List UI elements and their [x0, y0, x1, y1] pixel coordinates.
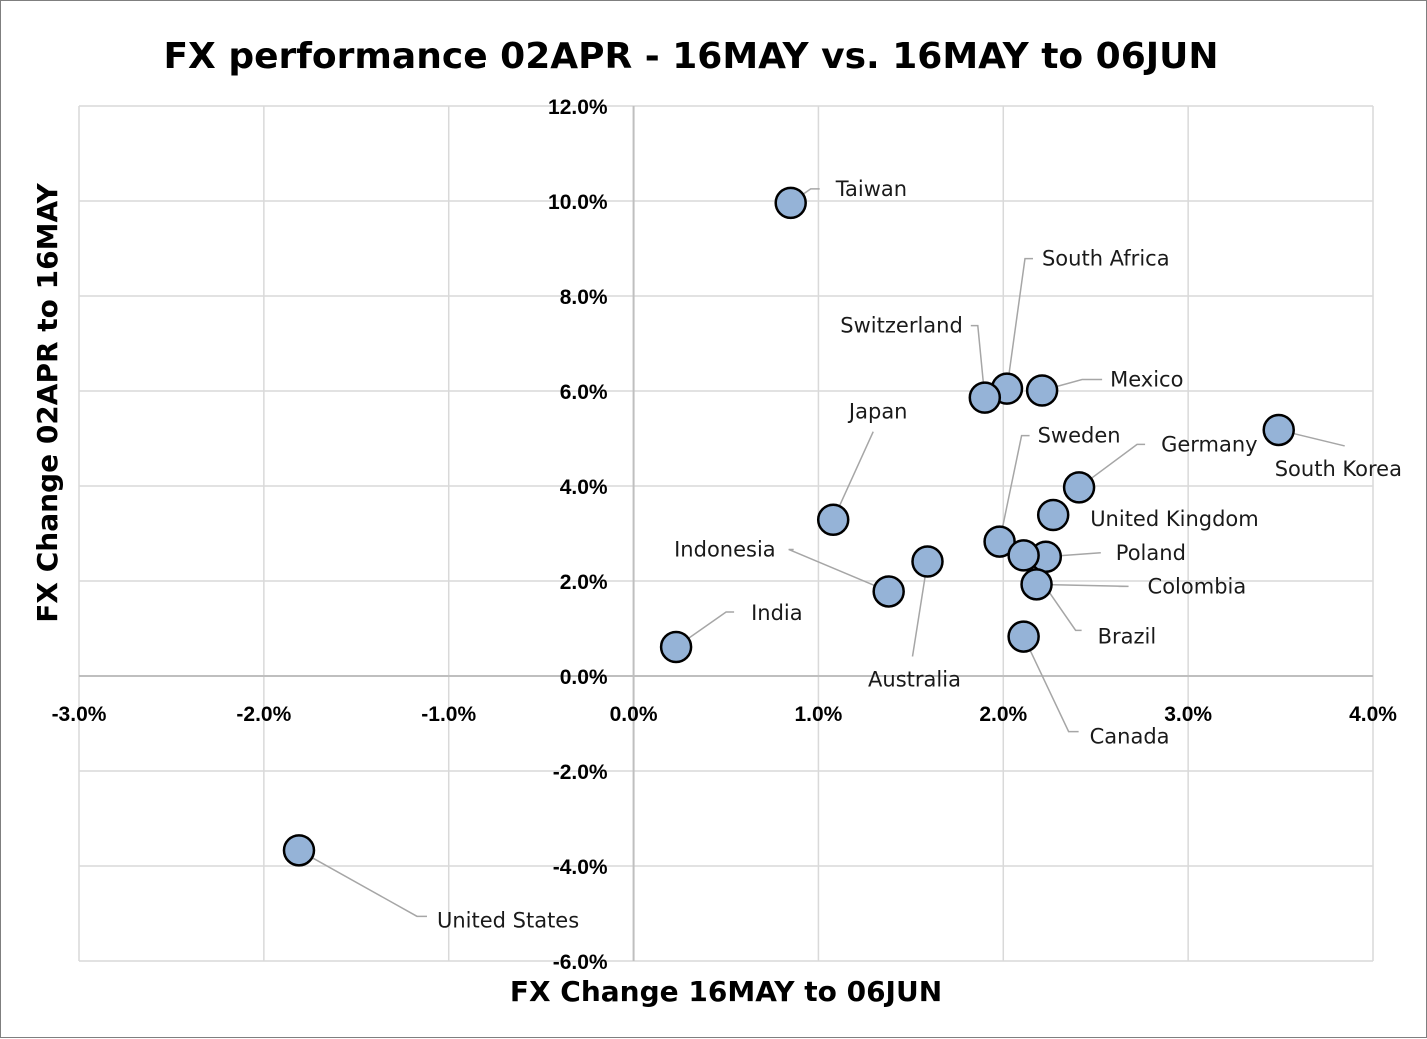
- data-point: [1025, 374, 1059, 407]
- x-tick-labels: -3.0% -2.0% -1.0% 0.0% 1.0% 2.0% 3.0% 4.0%: [52, 703, 1398, 726]
- data-label: South Korea: [1275, 457, 1402, 481]
- data-point: [1036, 498, 1070, 532]
- data-point: [816, 503, 850, 536]
- x-tick-label: 3.0%: [1164, 703, 1212, 726]
- point-labels: Taiwan South Africa Switzerland Mexico Japan…: [437, 177, 1402, 932]
- data-point: [1007, 620, 1040, 653]
- data-point: [1262, 413, 1295, 447]
- y-tick-label: 2.0%: [560, 571, 608, 594]
- y-tick-label: 8.0%: [560, 286, 608, 309]
- label-leader-line: [1078, 443, 1146, 489]
- data-point: [983, 525, 1016, 558]
- x-axis-title: FX Change 16MAY to 06JUN: [510, 975, 942, 1008]
- data-label: Taiwan: [835, 177, 907, 201]
- data-point: [911, 545, 944, 578]
- x-tick-label: -3.0%: [52, 703, 107, 726]
- data-point: [659, 630, 693, 664]
- data-point: [282, 834, 316, 867]
- chart-title: FX performance 02APR - 16MAY vs. 16MAY t…: [163, 36, 1218, 77]
- label-leader-line: [1036, 583, 1129, 588]
- y-tick-labels: -6.0% -4.0% -2.0% 0.0% 2.0% 4.0% 6.0% 8.0% 10.0%…: [548, 96, 608, 974]
- data-label: United States: [437, 908, 579, 932]
- data-label: India: [751, 601, 803, 625]
- data-label: Brazil: [1098, 624, 1157, 648]
- data-label: South Africa: [1042, 247, 1170, 271]
- label-leader-line: [1006, 257, 1033, 389]
- y-axis-title: FX Change 02APR to 16MAY: [31, 183, 64, 623]
- data-point: [1062, 471, 1096, 504]
- data-point: [774, 186, 807, 220]
- y-tick-label: -6.0%: [553, 951, 608, 974]
- data-label: Colombia: [1148, 574, 1247, 598]
- data-label: Sweden: [1038, 424, 1121, 448]
- y-tick-label: -2.0%: [553, 761, 608, 784]
- data-label: Poland: [1116, 541, 1186, 565]
- x-tick-label: 0.0%: [610, 703, 658, 726]
- data-point: [872, 575, 905, 608]
- y-tick-label: 6.0%: [560, 381, 608, 404]
- data-point: [968, 381, 1002, 414]
- y-tick-label: 12.0%: [548, 96, 608, 119]
- data-label: Canada: [1090, 725, 1170, 749]
- data-label: Mexico: [1110, 368, 1183, 392]
- data-point: [1007, 539, 1040, 572]
- y-tick-label: 10.0%: [548, 191, 608, 214]
- x-tick-label: 1.0%: [794, 703, 842, 726]
- data-points: [282, 186, 1295, 867]
- data-label: Switzerland: [840, 314, 963, 338]
- x-tick-label: 4.0%: [1349, 703, 1397, 726]
- data-label: Australia: [868, 668, 961, 692]
- data-label: United Kingdom: [1090, 507, 1259, 531]
- x-tick-label: 2.0%: [979, 703, 1027, 726]
- label-leader-line: [298, 849, 427, 918]
- x-tick-label: -2.0%: [236, 703, 291, 726]
- data-point: [1020, 568, 1053, 601]
- y-tick-label: 4.0%: [560, 476, 608, 499]
- y-tick-label: -4.0%: [553, 856, 608, 879]
- x-tick-label: -1.0%: [421, 703, 476, 726]
- axes: [79, 106, 1373, 961]
- data-label: Japan: [847, 400, 908, 424]
- y-tick-label: 0.0%: [560, 666, 608, 689]
- label-leader-line: [998, 434, 1030, 542]
- label-leader-line: [970, 324, 986, 398]
- data-label: Indonesia: [674, 537, 776, 561]
- data-label: Germany: [1161, 432, 1258, 456]
- gridlines: [78, 105, 1374, 962]
- label-leader-line: [675, 611, 735, 648]
- label-leader-line: [788, 548, 889, 593]
- label-leader-line: [1022, 636, 1079, 733]
